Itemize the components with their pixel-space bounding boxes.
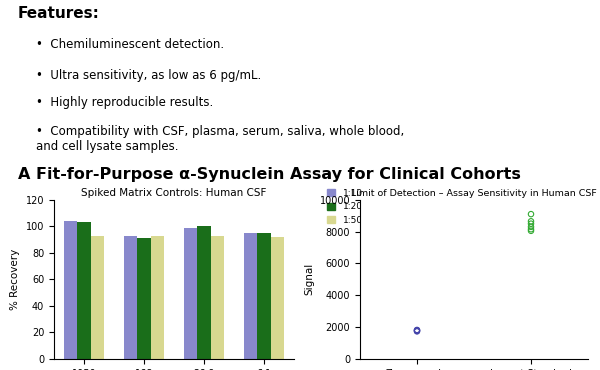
Bar	[184, 228, 197, 359]
Text: A Fit-for-Purpose α-Synuclein Assay for Clinical Cohorts: A Fit-for-Purpose α-Synuclein Assay for …	[18, 167, 521, 182]
Bar	[211, 236, 224, 359]
Text: •  Ultra sensitivity, as low as 6 pg/mL.: • Ultra sensitivity, as low as 6 pg/mL.	[36, 69, 261, 82]
Bar	[64, 221, 77, 359]
Bar	[271, 237, 284, 359]
Bar	[151, 236, 164, 359]
Point	[526, 228, 536, 234]
Point	[526, 226, 536, 232]
Bar	[91, 236, 104, 359]
Bar	[244, 233, 257, 359]
Point	[412, 327, 422, 333]
Bar	[77, 222, 91, 359]
Y-axis label: Signal: Signal	[304, 263, 314, 296]
Text: •  Chemiluminescent detection.: • Chemiluminescent detection.	[36, 38, 224, 51]
Point	[526, 218, 536, 224]
Bar	[257, 233, 271, 359]
Y-axis label: % Recovery: % Recovery	[10, 249, 20, 310]
Text: •  Compatibility with CSF, plasma, serum, saliva, whole blood,
and cell lysate s: • Compatibility with CSF, plasma, serum,…	[36, 125, 404, 153]
Point	[412, 328, 422, 334]
Bar	[124, 236, 137, 359]
Point	[526, 211, 536, 217]
Point	[526, 224, 536, 230]
Bar	[137, 238, 151, 359]
Text: •  Highly reproducible results.: • Highly reproducible results.	[36, 96, 213, 109]
Point	[526, 221, 536, 226]
Text: Features:: Features:	[18, 6, 100, 21]
Bar	[197, 226, 211, 359]
Legend: 1:10, 1:20, 1:50: 1:10, 1:20, 1:50	[323, 185, 366, 228]
Title: Spiked Matrix Controls: Human CSF: Spiked Matrix Controls: Human CSF	[82, 188, 266, 198]
Point	[412, 327, 422, 333]
Point	[412, 329, 422, 334]
Title: Limit of Detection – Assay Sensitivity in Human CSF: Limit of Detection – Assay Sensitivity i…	[351, 189, 597, 198]
